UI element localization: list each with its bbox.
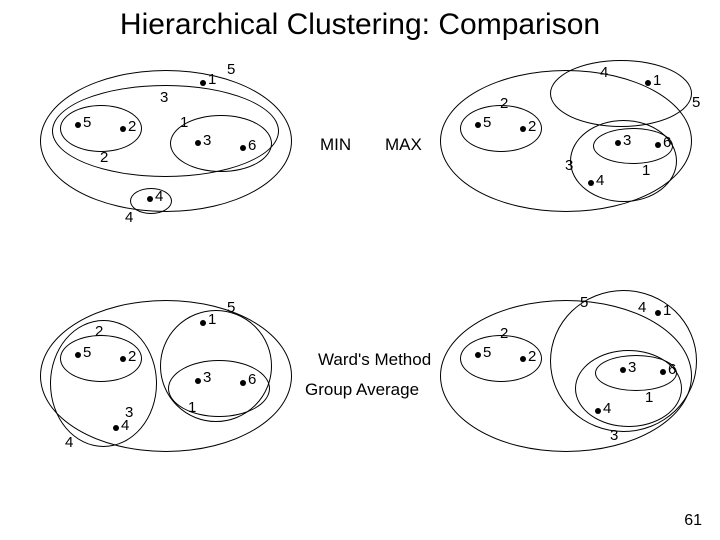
cluster-label: 3 bbox=[610, 428, 618, 443]
cluster-label: 5 bbox=[227, 300, 235, 315]
cluster-label: 4 bbox=[638, 300, 646, 315]
panel-ward: 1 5 2 3 6 4 5 4 2 1 3 bbox=[440, 290, 700, 480]
data-point bbox=[120, 126, 126, 132]
point-label: 2 bbox=[128, 119, 136, 134]
point-label: 6 bbox=[663, 135, 671, 150]
cluster-label: 4 bbox=[65, 435, 73, 450]
cluster-label: 4 bbox=[125, 210, 133, 225]
method-label-ward: Ward's Method bbox=[318, 350, 431, 370]
data-point bbox=[645, 80, 651, 86]
point-label: 6 bbox=[248, 372, 256, 387]
point-label: 5 bbox=[83, 115, 91, 130]
point-label: 2 bbox=[528, 119, 536, 134]
point-label: 1 bbox=[208, 312, 216, 327]
cluster-label: 5 bbox=[227, 62, 235, 77]
data-point bbox=[75, 122, 81, 128]
cluster-ellipse bbox=[50, 320, 157, 447]
panel-group-avg: 1 5 2 3 6 4 5 2 1 3 4 bbox=[40, 290, 300, 480]
point-label: 6 bbox=[668, 362, 676, 377]
data-point bbox=[200, 320, 206, 326]
method-label-group-avg: Group Average bbox=[305, 380, 419, 400]
cluster-label: 1 bbox=[180, 115, 188, 130]
point-label: 5 bbox=[83, 345, 91, 360]
data-point bbox=[113, 425, 119, 431]
method-label-min: MIN bbox=[320, 135, 351, 155]
cluster-label: 1 bbox=[188, 400, 196, 415]
data-point bbox=[240, 145, 246, 151]
point-label: 3 bbox=[628, 360, 636, 375]
method-label-max: MAX bbox=[385, 135, 422, 155]
data-point bbox=[520, 356, 526, 362]
point-label: 5 bbox=[483, 345, 491, 360]
cluster-label: 4 bbox=[600, 65, 608, 80]
point-label: 6 bbox=[248, 138, 256, 153]
point-label: 2 bbox=[528, 349, 536, 364]
data-point bbox=[195, 140, 201, 146]
point-label: 5 bbox=[483, 115, 491, 130]
point-label: 3 bbox=[623, 133, 631, 148]
data-point bbox=[120, 356, 126, 362]
data-point bbox=[475, 122, 481, 128]
cluster-label: 1 bbox=[645, 390, 653, 405]
point-label: 4 bbox=[155, 189, 163, 204]
cluster-label: 5 bbox=[692, 95, 700, 110]
cluster-label: 3 bbox=[125, 405, 133, 420]
point-label: 3 bbox=[203, 370, 211, 385]
data-point bbox=[660, 369, 666, 375]
point-label: 4 bbox=[603, 401, 611, 416]
point-label: 1 bbox=[653, 73, 661, 88]
data-point bbox=[595, 408, 601, 414]
data-point bbox=[200, 80, 206, 86]
page-title: Hierarchical Clustering: Comparison bbox=[0, 8, 720, 42]
cluster-label: 3 bbox=[565, 158, 573, 173]
data-point bbox=[240, 380, 246, 386]
point-label: 2 bbox=[128, 349, 136, 364]
cluster-label: 2 bbox=[100, 150, 108, 165]
cluster-ellipse bbox=[550, 60, 692, 127]
data-point bbox=[655, 310, 661, 316]
data-point bbox=[75, 352, 81, 358]
cluster-label: 1 bbox=[642, 163, 650, 178]
slide-number: 61 bbox=[684, 512, 702, 530]
cluster-label: 3 bbox=[160, 90, 168, 105]
cluster-label: 2 bbox=[95, 324, 103, 339]
cluster-label: 2 bbox=[500, 96, 508, 111]
panel-max: 1 5 2 3 6 4 4 5 2 3 1 bbox=[440, 60, 700, 250]
cluster-label: 5 bbox=[580, 295, 588, 310]
point-label: 1 bbox=[663, 303, 671, 318]
panel-min: 1 5 2 3 6 4 5 3 2 1 4 bbox=[40, 60, 300, 250]
data-point bbox=[195, 378, 201, 384]
data-point bbox=[620, 367, 626, 373]
point-label: 1 bbox=[208, 72, 216, 87]
cluster-label: 2 bbox=[500, 326, 508, 341]
point-label: 3 bbox=[203, 133, 211, 148]
cluster-ellipse bbox=[593, 128, 673, 164]
data-point bbox=[588, 180, 594, 186]
data-point bbox=[615, 140, 621, 146]
point-label: 4 bbox=[596, 173, 604, 188]
data-point bbox=[475, 352, 481, 358]
data-point bbox=[655, 142, 661, 148]
data-point bbox=[520, 126, 526, 132]
data-point bbox=[147, 196, 153, 202]
